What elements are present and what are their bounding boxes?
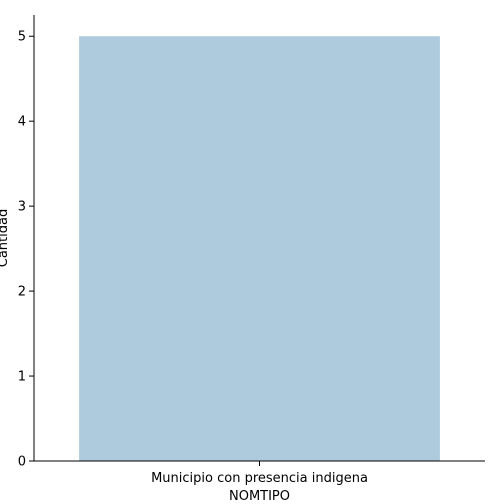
y-tick-label: 3: [18, 200, 26, 215]
bar: [79, 36, 440, 461]
bar-group: [79, 36, 440, 461]
y-tick-label: 0: [18, 455, 26, 470]
y-tick-label: 4: [18, 115, 26, 130]
y-tick-label: 2: [18, 285, 26, 300]
x-axis-title: NOMTIPO: [229, 489, 290, 500]
y-axis-ticks: 0 1 2 3 4 5: [18, 30, 34, 470]
y-axis-title: Cantidad: [0, 209, 11, 267]
y-tick-label: 5: [18, 30, 26, 45]
x-tick-label: Municipio con presencia indigena: [151, 471, 368, 486]
x-axis-ticks: Municipio con presencia indigena: [151, 461, 368, 486]
y-tick-label: 1: [18, 370, 26, 385]
